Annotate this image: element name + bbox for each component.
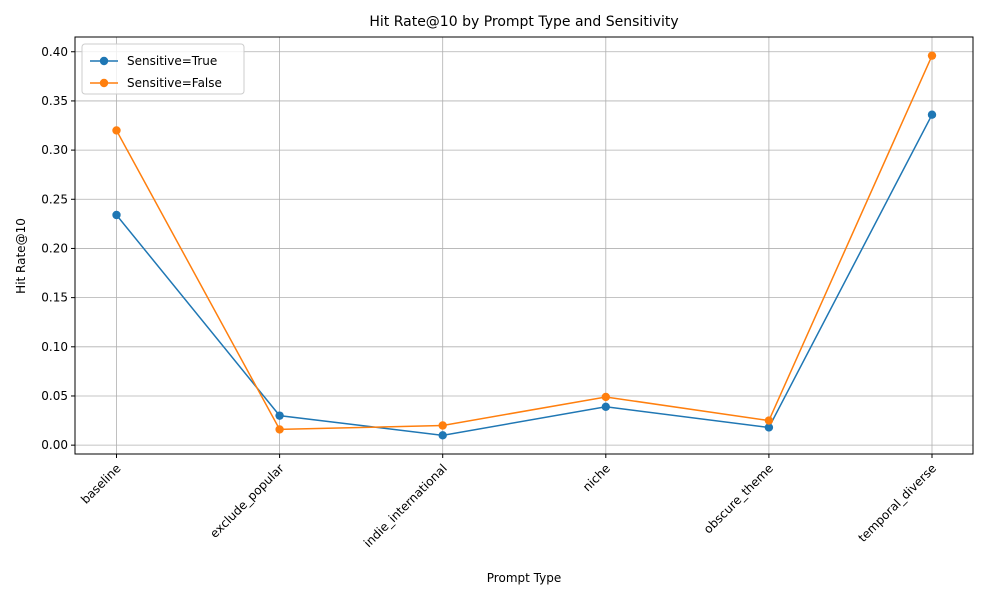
y-tick-label: 0.10 [41, 340, 68, 354]
x-tick-label: exclude_popular [207, 461, 287, 541]
x-tick-label: temporal_diverse [855, 461, 939, 545]
y-tick-label: 0.30 [41, 143, 68, 157]
legend-item: Sensitive=True [90, 54, 217, 68]
y-tick-label: 0.20 [41, 241, 68, 255]
y-axis-ticks: 0.00 0.05 0.10 0.15 0.20 0.25 0.30 0.35 0.40 [41, 45, 75, 452]
data-point [112, 126, 121, 135]
y-tick-label: 0.40 [41, 45, 68, 59]
legend-marker [99, 56, 109, 66]
y-tick-label: 0.35 [41, 94, 68, 108]
legend: Sensitive=True Sensitive=False [81, 43, 245, 95]
data-point [601, 402, 610, 411]
legend-box [81, 43, 245, 95]
plot-frame [74, 36, 974, 455]
data-point [764, 416, 774, 425]
x-tick-label: indie_international [361, 461, 450, 550]
legend-marker [99, 78, 109, 88]
data-point [601, 392, 610, 402]
data-point [927, 51, 937, 60]
grid-lines [75, 37, 973, 454]
x-axis-label: Prompt Type [487, 571, 561, 585]
legend-label: Sensitive=False [127, 76, 222, 90]
x-axis-ticks: baseline exclude_popular indie_internation… [78, 454, 939, 550]
y-axis-label: Hit Rate@10 [14, 218, 28, 294]
series-line [115, 55, 933, 431]
series-1 [112, 110, 937, 440]
data-point [438, 431, 447, 440]
data-point [764, 423, 774, 432]
series-line [115, 114, 933, 437]
data-point [275, 425, 284, 434]
y-tick-label: 0.05 [41, 389, 68, 403]
y-tick-label: 0.15 [41, 291, 68, 305]
x-tick-label: obscure_theme [701, 461, 776, 536]
y-tick-label: 0.25 [41, 192, 68, 206]
data-point [927, 110, 937, 119]
series-2 [112, 51, 937, 434]
x-tick-label: baseline [78, 461, 123, 506]
data-point [112, 210, 121, 220]
data-point [438, 421, 447, 430]
y-tick-label: 0.00 [41, 438, 68, 452]
series-layer [112, 51, 937, 440]
data-point [275, 411, 284, 420]
legend-label: Sensitive=True [127, 54, 217, 68]
chart-title: Hit Rate@10 by Prompt Type and Sensitivi… [369, 14, 678, 30]
legend-item: Sensitive=False [90, 76, 222, 90]
x-tick-label: niche [580, 461, 613, 494]
